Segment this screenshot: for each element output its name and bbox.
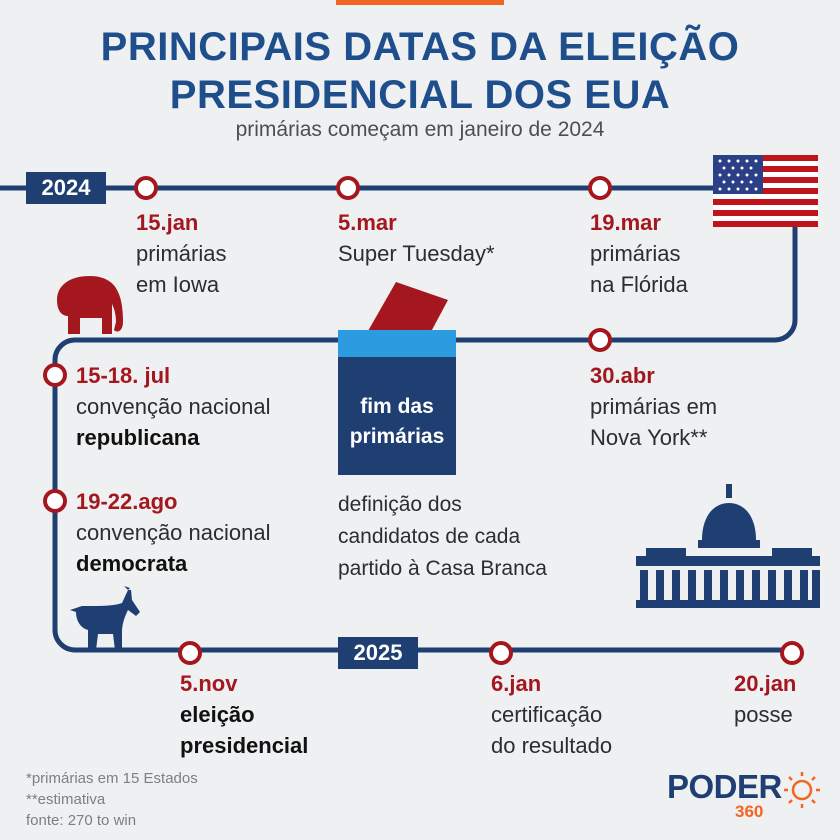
event-mar5: 5.mar Super Tuesday* — [338, 207, 495, 269]
footnote-primaries: *primárias em 15 Estados — [26, 770, 198, 787]
event-text: Super Tuesday* — [338, 241, 495, 266]
event-jan6: 6.jan certificação do resultado — [491, 668, 612, 761]
year-2025-label: 2025 — [338, 637, 418, 669]
logo-number: 360 — [735, 802, 764, 821]
event-text: posse — [734, 702, 793, 727]
footnote-estimate: **estimativa — [26, 791, 106, 808]
capitol-icon — [636, 484, 820, 608]
milestone-mar5 — [336, 176, 360, 200]
source-note: fonte: 270 to win — [26, 812, 137, 829]
primaries-end-box: fim das primárias — [338, 357, 456, 475]
donkey-icon — [70, 586, 140, 650]
logo-word: PODER — [667, 768, 782, 805]
top-accent-bar — [336, 0, 504, 5]
primaries-end-description: definição dos candidatos de cada partido… — [338, 489, 547, 585]
event-text: em Iowa — [136, 272, 220, 297]
milestone-apr30 — [588, 328, 612, 352]
ballot-box-lid — [338, 330, 456, 357]
milestone-jul15 — [43, 363, 67, 387]
box-text: primárias — [349, 425, 445, 448]
footnotes: *primárias em 15 Estados **estimativa fo… — [26, 768, 198, 831]
event-nov5: 5.nov eleição presidencial — [180, 668, 308, 761]
event-text: primárias — [590, 241, 681, 266]
milestone-jan20 — [780, 641, 804, 665]
event-jan15: 15.jan primárias em Iowa — [136, 207, 226, 300]
milestone-nov5 — [178, 641, 202, 665]
milestone-aug19 — [43, 489, 67, 513]
event-jan20: 20.jan posse — [734, 668, 796, 730]
elephant-icon — [57, 276, 123, 334]
event-text: convenção nacional — [76, 394, 271, 419]
box-text: fim das — [360, 395, 434, 418]
poder360-logo: PODER 360 — [667, 768, 782, 821]
event-date: 20.jan — [734, 671, 797, 696]
event-text: convenção nacional — [76, 520, 271, 545]
event-aug19: 19-22.ago convenção nacional democrata — [76, 486, 270, 579]
event-date: 30.abr — [590, 363, 655, 388]
event-text: presidencial — [180, 733, 309, 758]
event-text: primárias em — [590, 394, 718, 419]
event-date: 6.jan — [491, 671, 542, 696]
event-text: primárias — [136, 241, 227, 266]
event-date: 15-18. jul — [76, 363, 171, 388]
us-flag-icon — [713, 155, 818, 227]
description-line: candidatos de cada — [338, 525, 521, 548]
event-text: republicana — [76, 425, 200, 450]
event-date: 15.jan — [136, 210, 199, 235]
milestone-jan6 — [489, 641, 513, 665]
event-text: certificação — [491, 702, 603, 727]
milestone-jan15 — [134, 176, 158, 200]
event-jul15: 15-18. jul convenção nacional republican… — [76, 360, 270, 453]
description-line: definição dos — [338, 493, 462, 516]
sun-logo-icon — [784, 772, 820, 808]
event-date: 19-22.ago — [76, 489, 178, 514]
event-text: Nova York** — [590, 425, 708, 450]
description-line: partido à Casa Branca — [338, 557, 547, 580]
title-line-1: PRINCIPAIS DATAS DA ELEIÇÃO — [100, 25, 740, 69]
event-date: 5.nov — [180, 671, 238, 696]
event-apr30: 30.abr primárias em Nova York** — [590, 360, 717, 453]
event-text: eleição — [180, 702, 255, 727]
event-date: 19.mar — [590, 210, 661, 235]
event-text: democrata — [76, 551, 188, 576]
title-line-2: PRESIDENCIAL DOS EUA — [169, 73, 671, 117]
subtitle: primárias começam em janeiro de 2024 — [235, 118, 605, 141]
event-text: do resultado — [491, 733, 613, 758]
milestone-mar19 — [588, 176, 612, 200]
event-mar19: 19.mar primárias na Flórida — [590, 207, 688, 300]
event-text: na Flórida — [590, 272, 688, 297]
year-2024-label: 2024 — [26, 172, 106, 204]
event-date: 5.mar — [338, 210, 397, 235]
